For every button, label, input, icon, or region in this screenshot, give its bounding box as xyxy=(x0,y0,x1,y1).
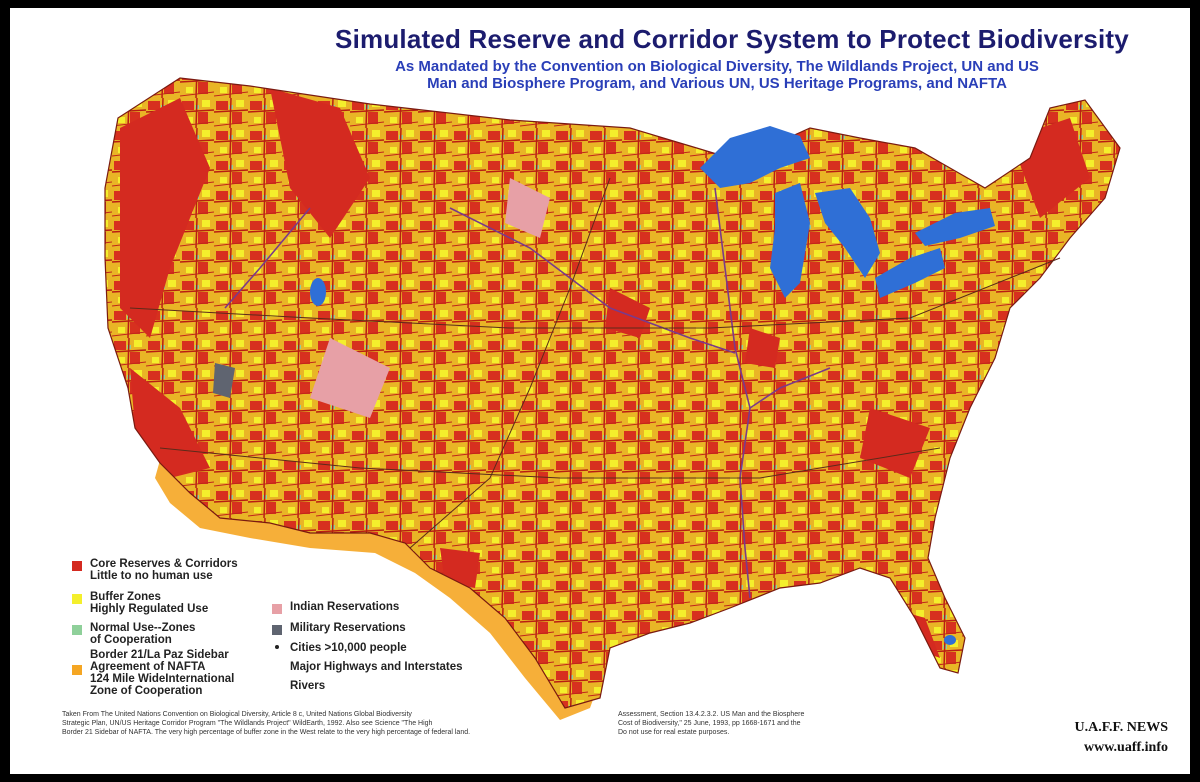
legend-label: Buffer Zones Highly Regulated Use xyxy=(90,591,209,615)
legend-rivers: Rivers xyxy=(290,680,325,692)
legend-border-21: Border 21/La Paz Sidebar Agreement of NA… xyxy=(72,649,234,697)
great-lakes xyxy=(700,126,995,298)
legend-core-reserves: Core Reserves & Corridors Little to no h… xyxy=(72,558,238,582)
map-subtitle-line1: As Mandated by the Convention on Biologi… xyxy=(395,58,1039,75)
great-salt-lake xyxy=(310,278,326,306)
legend-swatch-indian xyxy=(272,604,282,614)
city-dot-icon xyxy=(272,642,282,652)
legend-label: Indian Reservations xyxy=(290,601,400,613)
reserve-pattern xyxy=(105,78,1120,708)
map-poster: Simulated Reserve and Corridor System to… xyxy=(10,8,1190,774)
legend-label: Cities >10,000 people xyxy=(290,642,407,654)
legend-label: Rivers xyxy=(290,680,326,692)
legend-military-reservations: Military Reservations xyxy=(272,622,406,635)
lake-okeechobee xyxy=(944,635,956,645)
legend-buffer-zones: Buffer Zones Highly Regulated Use xyxy=(72,591,208,615)
source-citation-right: Assessment, Section 13.4.2.3.2. US Man a… xyxy=(618,711,805,736)
legend-swatch-buffer xyxy=(72,594,82,604)
legend-highways: Major Highways and Interstates xyxy=(290,661,463,673)
highways xyxy=(129,177,1061,549)
legend-label: Normal Use--Zones of Cooperation xyxy=(90,622,196,646)
legend-swatch-normal xyxy=(72,625,82,635)
legend-normal-use: Normal Use--Zones of Cooperation xyxy=(72,622,195,646)
legend-swatch-border xyxy=(72,665,82,675)
legend-label: Border 21/La Paz Sidebar Agreement of NA… xyxy=(90,649,235,697)
legend-label: Military Reservations xyxy=(290,622,406,634)
credit-url[interactable]: www.uaff.info xyxy=(1083,740,1168,755)
map-subtitle-line2: Man and Biosphere Program, and Various U… xyxy=(427,75,1007,92)
legend-cities: Cities >10,000 people xyxy=(272,642,407,654)
legend-swatch-military xyxy=(272,625,282,635)
map-title: Simulated Reserve and Corridor System to… xyxy=(335,24,1129,54)
legend-indian-reservations: Indian Reservations xyxy=(272,601,399,614)
us-map xyxy=(104,77,1121,720)
source-citation-left: Taken From The United Nations Convention… xyxy=(62,711,471,736)
legend-label: Major Highways and Interstates xyxy=(290,661,463,673)
credit-news: U.A.F.F. NEWS xyxy=(1074,720,1169,735)
rivers xyxy=(224,187,831,599)
legend-swatch-core xyxy=(72,561,82,571)
legend-label: Core Reserves & Corridors Little to no h… xyxy=(90,558,238,582)
